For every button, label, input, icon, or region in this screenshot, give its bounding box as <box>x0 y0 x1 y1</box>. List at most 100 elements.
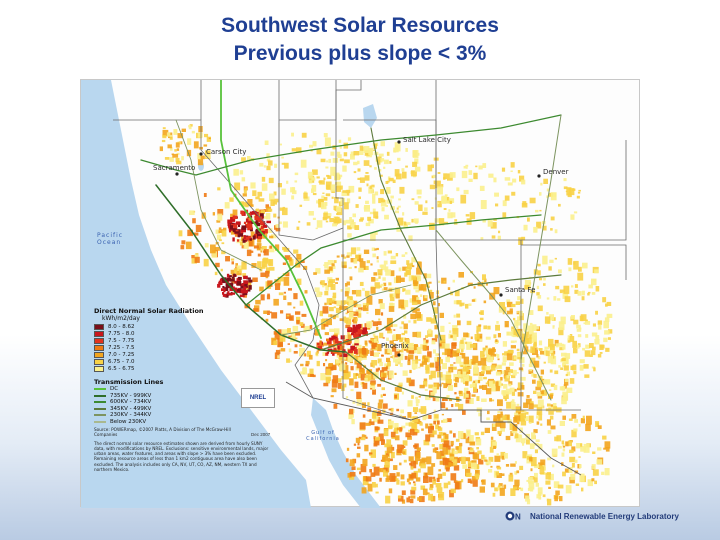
resource-patch <box>481 454 485 459</box>
transmission-line-label: Below 230KV <box>110 418 147 425</box>
resource-patch <box>359 281 364 286</box>
resource-patch <box>426 317 432 322</box>
resource-patch <box>514 471 517 475</box>
resource-patch <box>366 370 371 375</box>
resource-patch <box>304 191 307 194</box>
resource-patch <box>325 377 331 384</box>
resource-patch <box>244 187 248 190</box>
resource-patch <box>358 436 363 440</box>
resource-patch <box>246 249 252 257</box>
resource-patch <box>259 227 265 233</box>
resource-patch <box>232 209 238 216</box>
resource-patch <box>388 420 394 428</box>
resource-patch <box>435 180 441 189</box>
resource-patch <box>502 212 507 219</box>
resource-patch <box>550 355 557 365</box>
resource-patch <box>263 165 266 168</box>
resource-patch-high <box>259 213 264 218</box>
resource-patch <box>572 340 577 348</box>
resource-patch <box>510 162 515 168</box>
resource-patch <box>523 323 528 331</box>
resource-patch <box>399 277 405 282</box>
resource-patch <box>411 198 415 201</box>
resource-patch <box>358 258 364 262</box>
resource-patch <box>231 261 234 265</box>
resource-patch <box>303 327 307 333</box>
resource-patch <box>340 289 343 292</box>
resource-patch <box>453 314 456 318</box>
resource-patch-high <box>365 331 368 336</box>
resource-patch <box>499 302 505 311</box>
resource-patch <box>492 423 496 427</box>
resource-patch <box>353 311 359 316</box>
resource-patch <box>522 351 528 355</box>
resource-patch <box>411 265 415 268</box>
resource-patch <box>273 331 277 335</box>
resource-patch <box>372 333 376 337</box>
resource-patch-high <box>249 212 253 215</box>
resource-patch <box>398 299 405 309</box>
resource-patch <box>282 273 288 277</box>
resource-patch <box>372 482 376 488</box>
resource-patch <box>260 272 266 277</box>
resource-patch <box>534 442 539 446</box>
resource-patch <box>410 495 416 499</box>
resource-patch <box>568 267 572 272</box>
resource-patch <box>414 443 419 450</box>
resource-patch <box>572 364 577 371</box>
resource-patch <box>578 189 581 192</box>
resource-patch <box>587 293 590 296</box>
resource-patch <box>431 340 436 345</box>
resource-patch <box>504 375 510 382</box>
resource-patch <box>299 300 304 306</box>
resource-patch <box>476 325 481 332</box>
resource-patch <box>324 302 327 306</box>
resource-patch <box>376 159 381 165</box>
resource-patch <box>492 399 495 402</box>
resource-patch <box>502 390 506 396</box>
resource-patch <box>401 490 406 495</box>
resource-patch <box>279 333 286 342</box>
resource-patch <box>377 269 383 276</box>
resource-patch-high <box>328 337 334 341</box>
resource-patch <box>332 158 339 163</box>
resource-patch <box>533 390 537 394</box>
resource-patch <box>282 207 288 216</box>
resource-patch <box>204 133 209 138</box>
resource-patch <box>316 149 322 155</box>
resource-patch <box>331 263 335 267</box>
resource-patch <box>520 298 524 304</box>
resource-patch <box>454 383 458 388</box>
resource-patch <box>283 247 290 252</box>
resource-patch <box>543 283 546 286</box>
resource-patch <box>503 384 508 389</box>
resource-patch <box>398 382 403 387</box>
resource-patch <box>537 263 541 267</box>
resource-patch-high <box>246 277 251 280</box>
resource-patch <box>493 415 498 422</box>
resource-patch <box>241 202 247 207</box>
resource-patch-high <box>247 225 250 231</box>
resource-patch <box>472 355 479 365</box>
resource-patch <box>273 340 278 346</box>
resource-patch <box>377 321 382 326</box>
resource-patch <box>522 201 527 206</box>
resource-patch-high <box>234 280 238 284</box>
resource-patch <box>390 270 395 277</box>
resource-patch <box>436 451 442 460</box>
resource-patch <box>346 281 350 286</box>
resource-patch <box>521 363 525 367</box>
resource-patch <box>462 371 466 376</box>
resource-patch <box>506 353 513 361</box>
resource-patch <box>357 313 362 318</box>
resource-patch <box>432 174 437 178</box>
resource-patch <box>455 446 459 450</box>
resource-patch <box>543 349 548 356</box>
resource-patch <box>242 273 247 277</box>
resource-patch <box>561 452 565 457</box>
resource-patch <box>211 251 217 258</box>
resource-patch <box>466 341 472 350</box>
resource-patch <box>524 344 528 347</box>
resource-patch <box>520 438 526 444</box>
resource-patch <box>455 377 459 383</box>
